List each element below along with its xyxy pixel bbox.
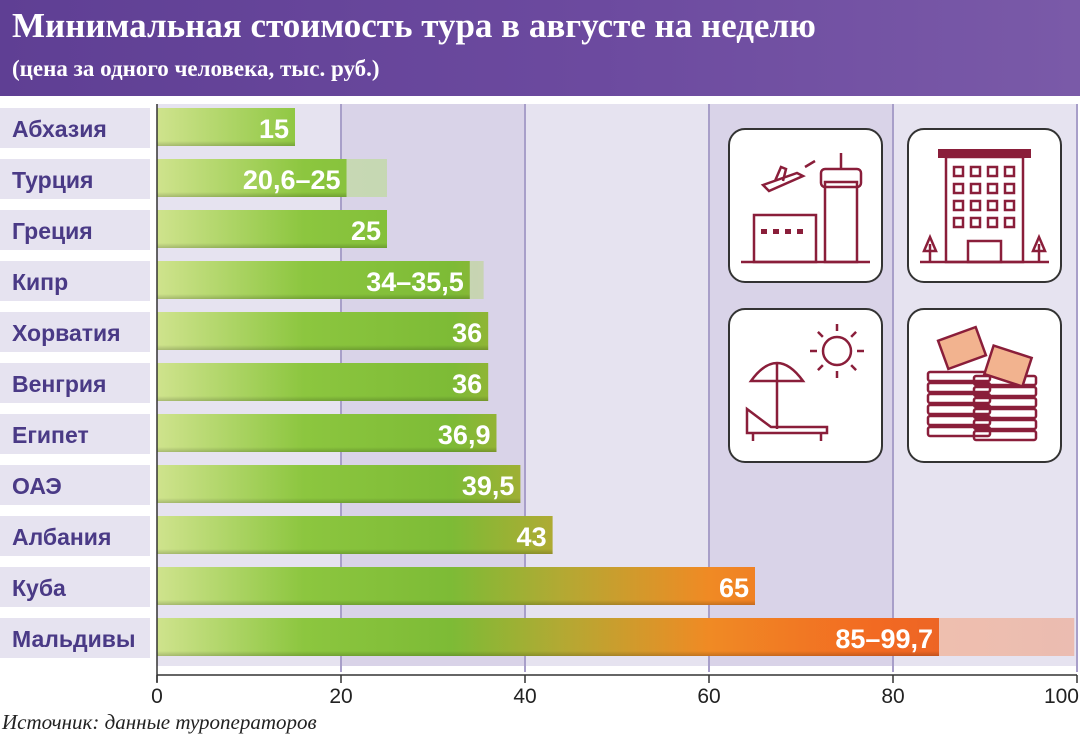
category-label: Турция	[12, 167, 93, 193]
bar-range-tint	[939, 618, 1075, 656]
bar	[157, 312, 489, 350]
x-tick-label: 20	[329, 685, 352, 708]
bar	[157, 261, 470, 299]
bar-shadow	[157, 498, 521, 503]
bar	[157, 465, 521, 503]
bar-shadow	[157, 294, 470, 299]
x-tick-label: 40	[513, 685, 536, 708]
bar-shadow	[157, 447, 497, 452]
icon-panel	[728, 128, 883, 283]
value-label: 36	[452, 318, 482, 348]
airport-icon	[728, 128, 883, 283]
bar-range-tint	[346, 159, 387, 197]
bar-shadow	[157, 549, 553, 554]
x-tick-label: 100	[1044, 685, 1079, 708]
value-label: 25	[351, 216, 381, 246]
value-label: 34–35,5	[366, 267, 464, 297]
x-tick-label: 0	[151, 685, 163, 708]
value-label: 15	[259, 114, 289, 144]
bar	[157, 516, 553, 554]
bar-shadow	[157, 651, 939, 656]
beach-sun-icon	[728, 308, 883, 463]
bar-shadow	[157, 600, 755, 605]
category-label: Куба	[12, 575, 66, 601]
category-label-bg	[0, 414, 150, 454]
category-label: Египет	[12, 422, 89, 448]
category-label-bg	[0, 210, 150, 250]
bar-range	[939, 618, 1075, 656]
category-label-bg	[0, 159, 150, 199]
header-banner: Минимальная стоимость тура в августе на …	[0, 0, 1080, 96]
bar-shadow	[157, 345, 489, 350]
category-label-bg	[0, 261, 150, 301]
category-label: Кипр	[12, 269, 68, 295]
bar-range	[469, 261, 484, 299]
source-note: Источник: данные туроператоров	[2, 710, 317, 734]
category-label: Хорватия	[12, 320, 121, 346]
category-label: Венгрия	[12, 371, 106, 397]
category-label-bg	[0, 567, 150, 607]
chart-title: Минимальная стоимость тура в августе на …	[12, 6, 816, 45]
category-label-bg	[0, 312, 150, 352]
bar	[157, 414, 497, 452]
bar-shadow	[157, 141, 295, 146]
value-label: 85–99,7	[835, 624, 933, 654]
bar	[157, 567, 755, 605]
value-label: 36,9	[438, 420, 491, 450]
bar-shadow	[157, 192, 347, 197]
bar	[157, 363, 489, 401]
bar-shadow	[157, 396, 489, 401]
value-label: 43	[517, 522, 547, 552]
category-label-bg	[0, 108, 150, 148]
bar-range-tint	[469, 261, 484, 299]
category-label: ОАЭ	[12, 473, 62, 499]
money-stacks-icon	[907, 308, 1062, 463]
bar	[157, 618, 939, 656]
bar-range	[346, 159, 387, 197]
category-label: Албания	[12, 524, 111, 550]
value-label: 36	[452, 369, 482, 399]
category-label: Греция	[12, 218, 93, 244]
category-label-bg	[0, 465, 150, 505]
x-tick-label: 60	[697, 685, 720, 708]
bar	[157, 108, 295, 146]
value-label: 20,6–25	[243, 165, 341, 195]
value-label: 65	[719, 573, 749, 603]
value-label: 39,5	[462, 471, 515, 501]
category-label: Абхазия	[12, 116, 107, 142]
bar-shadow	[157, 243, 387, 248]
hotel-icon	[907, 128, 1062, 283]
category-label-bg	[0, 618, 150, 658]
category-label-bg	[0, 363, 150, 403]
category-label-bg	[0, 516, 150, 556]
bar-chart: Абхазия 15 Турция 20,6–25 Греция 25 Кипр 34–35,…	[0, 104, 1079, 708]
chart-subtitle: (цена за одного человека, тыс. руб.)	[12, 56, 380, 81]
bar	[157, 210, 387, 248]
category-label: Мальдивы	[12, 626, 136, 652]
x-tick-label: 80	[881, 685, 904, 708]
bar	[157, 159, 347, 197]
